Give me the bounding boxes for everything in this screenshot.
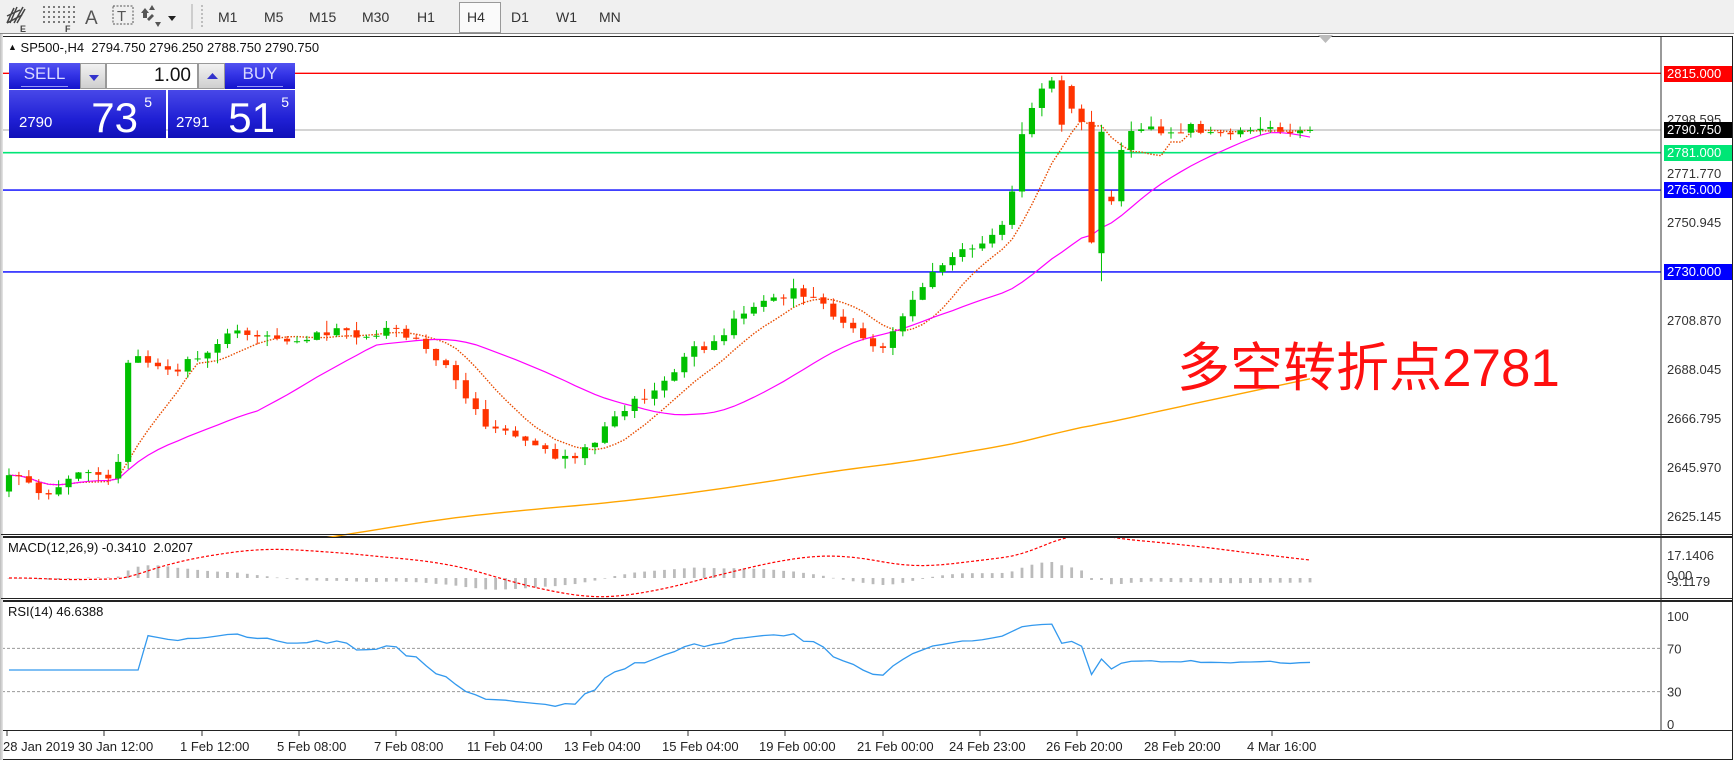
svg-text:30: 30 — [1667, 685, 1681, 700]
svg-text:0: 0 — [1667, 717, 1674, 732]
svg-text:2750.945: 2750.945 — [1667, 215, 1721, 230]
svg-text:E: E — [20, 24, 26, 33]
svg-text:T: T — [117, 8, 126, 25]
svg-text:2765.000: 2765.000 — [1667, 182, 1721, 197]
svg-text:2625.145: 2625.145 — [1667, 509, 1721, 524]
svg-text:F: F — [65, 24, 71, 33]
svg-text:A: A — [85, 8, 98, 29]
svg-text:2790.750: 2790.750 — [1667, 122, 1721, 137]
svg-text:2781.000: 2781.000 — [1667, 145, 1721, 160]
svg-text:2815.000: 2815.000 — [1667, 66, 1721, 81]
svg-text:2771.770: 2771.770 — [1667, 166, 1721, 181]
svg-text:-3.1179: -3.1179 — [1667, 574, 1710, 589]
svg-text:100: 100 — [1667, 609, 1689, 624]
svg-text:17.1406: 17.1406 — [1667, 548, 1714, 563]
svg-text:2730.000: 2730.000 — [1667, 264, 1721, 279]
svg-text:2666.795: 2666.795 — [1667, 411, 1721, 426]
svg-text:2645.970: 2645.970 — [1667, 460, 1721, 475]
svg-text:70: 70 — [1667, 641, 1681, 656]
svg-text:2688.045: 2688.045 — [1667, 362, 1721, 377]
svg-text:多空转折点2781: 多空转折点2781 — [1177, 339, 1560, 398]
svg-text:2708.870: 2708.870 — [1667, 313, 1721, 328]
